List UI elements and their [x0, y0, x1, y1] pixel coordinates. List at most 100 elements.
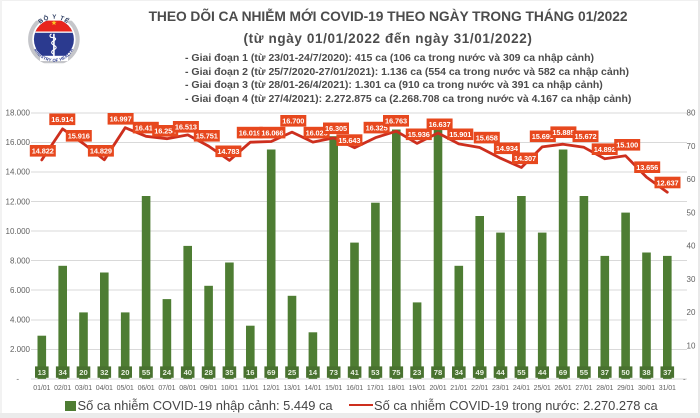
- svg-text:10.000: 10.000: [6, 227, 31, 236]
- svg-text:34: 34: [455, 368, 464, 377]
- svg-text:15.643: 15.643: [338, 136, 360, 145]
- svg-text:24: 24: [163, 368, 172, 377]
- svg-text:12.637: 12.637: [656, 178, 678, 187]
- svg-text:30: 30: [687, 275, 696, 284]
- svg-text:73: 73: [329, 368, 337, 377]
- svg-text:49: 49: [475, 368, 483, 377]
- svg-text:16.325: 16.325: [366, 124, 388, 133]
- svg-text:37: 37: [601, 368, 609, 377]
- svg-text:16.000: 16.000: [6, 138, 31, 147]
- svg-text:60: 60: [687, 175, 696, 184]
- svg-text:20: 20: [121, 368, 129, 377]
- svg-text:14.822: 14.822: [32, 147, 54, 156]
- svg-text:21/01: 21/01: [450, 385, 467, 392]
- svg-text:13.656: 13.656: [636, 163, 658, 172]
- svg-text:6.000: 6.000: [10, 286, 31, 295]
- svg-text:16.763: 16.763: [385, 117, 407, 126]
- svg-text:15.885: 15.885: [552, 128, 574, 137]
- svg-text:25: 25: [288, 368, 297, 377]
- svg-text:26/01: 26/01: [554, 385, 571, 392]
- svg-text:50: 50: [621, 368, 629, 377]
- svg-text:14.783: 14.783: [217, 147, 239, 156]
- svg-text:14: 14: [309, 368, 318, 377]
- svg-text:14.829: 14.829: [90, 147, 112, 156]
- svg-text:78: 78: [434, 368, 442, 377]
- svg-text:41: 41: [350, 368, 359, 377]
- svg-text:37: 37: [663, 368, 671, 377]
- svg-text:18/01: 18/01: [388, 385, 405, 392]
- svg-text:44: 44: [538, 368, 547, 377]
- svg-text:69: 69: [267, 368, 275, 377]
- svg-text:16/01: 16/01: [346, 385, 363, 392]
- svg-text:23: 23: [413, 368, 421, 377]
- svg-text:8.000: 8.000: [10, 256, 31, 265]
- svg-text:09/01: 09/01: [200, 385, 217, 392]
- svg-text:16.019: 16.019: [239, 129, 261, 138]
- svg-text:15.699: 15.699: [532, 132, 554, 141]
- svg-text:16.254: 16.254: [154, 127, 177, 136]
- svg-text:01/01: 01/01: [33, 385, 50, 392]
- svg-text:07/01: 07/01: [158, 385, 175, 392]
- svg-text:14.934: 14.934: [496, 144, 519, 153]
- svg-text:15.100: 15.100: [616, 141, 638, 150]
- svg-text:40: 40: [687, 242, 696, 251]
- svg-text:20/01: 20/01: [429, 385, 446, 392]
- svg-text:16.700: 16.700: [282, 117, 304, 126]
- svg-text:16.997: 16.997: [110, 115, 132, 124]
- svg-text:10/01: 10/01: [221, 385, 238, 392]
- svg-text:16.305: 16.305: [325, 124, 347, 133]
- svg-text:16.513: 16.513: [175, 123, 197, 132]
- svg-text:35: 35: [225, 368, 234, 377]
- svg-text:16.914: 16.914: [51, 115, 74, 124]
- svg-text:02/01: 02/01: [54, 385, 71, 392]
- svg-text:70: 70: [687, 142, 696, 151]
- svg-text:11/01: 11/01: [242, 385, 259, 392]
- svg-text:29/01: 29/01: [617, 385, 634, 392]
- svg-text:28/01: 28/01: [596, 385, 613, 392]
- svg-text:15.672: 15.672: [574, 132, 596, 141]
- svg-text:30/01: 30/01: [638, 385, 655, 392]
- svg-text:32: 32: [100, 368, 108, 377]
- svg-text:50: 50: [687, 208, 696, 217]
- svg-text:15.936: 15.936: [408, 130, 430, 139]
- svg-text:69: 69: [559, 368, 567, 377]
- svg-text:16.637: 16.637: [429, 120, 451, 129]
- svg-text:22/01: 22/01: [471, 385, 488, 392]
- svg-text:16.026: 16.026: [306, 129, 328, 138]
- svg-text:20: 20: [687, 308, 696, 317]
- svg-text:08/01: 08/01: [179, 385, 196, 392]
- svg-text:15.751: 15.751: [196, 132, 218, 141]
- svg-text:15.658: 15.658: [476, 134, 498, 143]
- svg-text:55: 55: [580, 368, 589, 377]
- svg-text:13: 13: [38, 368, 46, 377]
- svg-text:18.000: 18.000: [6, 109, 31, 118]
- svg-text:06/01: 06/01: [138, 385, 155, 392]
- svg-text:27/01: 27/01: [575, 385, 592, 392]
- svg-text:-: -: [683, 375, 686, 384]
- svg-text:15/01: 15/01: [325, 385, 342, 392]
- svg-text:16: 16: [246, 368, 254, 377]
- svg-text:53: 53: [371, 368, 379, 377]
- svg-text:05/01: 05/01: [117, 385, 134, 392]
- svg-text:25/01: 25/01: [534, 385, 551, 392]
- svg-text:14/01: 14/01: [304, 385, 321, 392]
- svg-text:75: 75: [392, 368, 401, 377]
- svg-text:55: 55: [142, 368, 151, 377]
- svg-text:15.901: 15.901: [449, 130, 471, 139]
- svg-text:40: 40: [184, 368, 192, 377]
- svg-text:03/01: 03/01: [75, 385, 92, 392]
- svg-text:55: 55: [517, 368, 526, 377]
- svg-text:17/01: 17/01: [367, 385, 384, 392]
- svg-text:20: 20: [79, 368, 87, 377]
- svg-text:15.916: 15.916: [68, 132, 90, 141]
- svg-text:31/01: 31/01: [659, 385, 676, 392]
- svg-text:2.000: 2.000: [10, 345, 31, 354]
- svg-text:-: -: [16, 375, 19, 384]
- svg-text:34: 34: [58, 368, 67, 377]
- svg-text:80: 80: [687, 109, 696, 118]
- svg-text:14.307: 14.307: [514, 154, 536, 163]
- svg-text:04/01: 04/01: [96, 385, 113, 392]
- svg-text:13/01: 13/01: [283, 385, 300, 392]
- svg-text:12.000: 12.000: [6, 197, 31, 206]
- svg-text:14.000: 14.000: [6, 168, 31, 177]
